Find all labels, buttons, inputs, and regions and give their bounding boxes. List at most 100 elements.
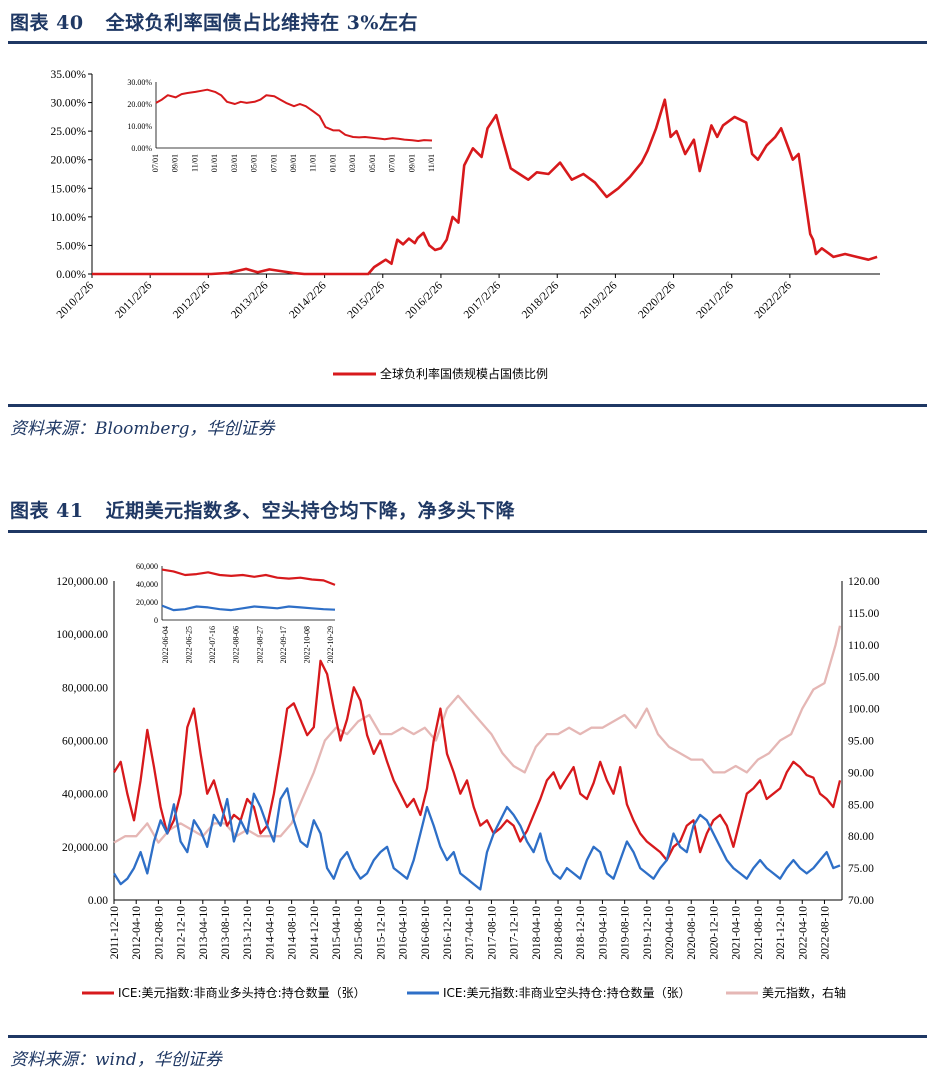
x-tick-label: 2018-12-10 <box>575 906 587 960</box>
inset-x-tick-label: 11/01 <box>427 154 436 172</box>
x-tick-label: 2016/2/26 <box>404 279 446 321</box>
chart-40: 35.00% 30.00% 25.00% 20.00% 15.00% 10.00% 5.00… <box>51 69 880 381</box>
inset-x-tick-label: 2022-06-04 <box>161 626 170 663</box>
x-tick-label: 2011/2/26 <box>113 279 154 320</box>
inset-x-tick-label: 2022-06-25 <box>185 626 194 663</box>
legend-label: ICE:美元指数:非商业空头持仓:持仓数量（张） <box>443 985 691 1000</box>
y-tick-label: 15.00% <box>51 183 87 195</box>
x-tick-label: 2013/2/26 <box>229 279 271 321</box>
figure-41-bottom-rule <box>8 1035 927 1038</box>
inset-y-tick-label: 10.00% <box>127 122 152 131</box>
right-y-tick-label: 85.00 <box>848 799 874 811</box>
figure-40-title: 图表 40 全球负利率国债占比维持在 3%左右 <box>10 8 418 35</box>
inset-x-tick-label: 03/01 <box>230 154 239 172</box>
y-tick-label: 35.00% <box>51 69 87 81</box>
inset-x-tick-label: 03/01 <box>348 154 357 172</box>
inset-series-line-1 <box>161 604 336 612</box>
x-tick-label: 2010/2/26 <box>55 279 97 321</box>
x-tick-label: 2022-08-10 <box>819 906 831 960</box>
x-tick-label: 2012-12-10 <box>176 906 188 960</box>
x-tick-label: 2018-04-10 <box>531 906 543 960</box>
inset-x-tick-label: 2022-08-27 <box>255 626 264 663</box>
x-tick-label: 2021/2/26 <box>694 279 736 321</box>
left-y-tick-label: 60,000.00 <box>62 736 108 748</box>
right-y-tick-label: 90.00 <box>848 767 874 779</box>
inset-x-tick-label: 2022-07-16 <box>208 626 217 663</box>
inset-x-tick-label: 2022-10-08 <box>302 626 311 663</box>
inset-y-tick-label: 40,000 <box>136 580 158 589</box>
y-tick-label: 20.00% <box>51 155 87 167</box>
inset-x-tick-label: 07/01 <box>388 154 397 172</box>
right-y-tick-label: 110.00 <box>848 640 879 652</box>
x-tick-label: 2020-04-10 <box>664 906 676 960</box>
x-tick-label: 2014-08-10 <box>287 906 299 960</box>
series-line-1 <box>113 787 841 891</box>
inset-y-tick-label: 60,000 <box>136 562 158 571</box>
y-tick-label: 10.00% <box>51 212 87 224</box>
right-y-tick-label: 100.00 <box>848 704 880 716</box>
inset-y-tick-label: 20,000 <box>136 598 158 607</box>
x-tick-label: 2015-04-10 <box>331 906 343 960</box>
figure-40-bottom-rule <box>8 404 927 407</box>
inset-x-tick-label: 09/01 <box>171 154 180 172</box>
inset-x-tick-label: 2022-09-17 <box>279 626 288 663</box>
inset-x-tick-label: 07/01 <box>269 154 278 172</box>
left-y-tick-label: 40,000.00 <box>62 789 108 801</box>
figure-41-label: 图表 41 <box>10 500 84 522</box>
x-tick-label: 2015/2/26 <box>345 279 387 321</box>
x-tick-label: 2013-08-10 <box>220 906 232 960</box>
inset-x-tick-label: 07/01 <box>151 154 160 172</box>
left-y-tick-label: 120,000.00 <box>56 576 108 588</box>
x-tick-label: 2014/2/26 <box>287 279 329 321</box>
inset-y-tick-label: 0.00% <box>131 144 152 153</box>
x-tick-label: 2021-08-10 <box>753 906 765 960</box>
figure-41-title: 图表 41 近期美元指数多、空头持仓均下降，净多头下降 <box>10 496 515 523</box>
x-tick-label: 2020-12-10 <box>708 906 720 960</box>
inset-x-tick-label: 01/01 <box>210 154 219 172</box>
right-y-tick-label: 75.00 <box>848 863 874 875</box>
x-tick-label: 2013-04-10 <box>198 906 210 960</box>
inset-y-tick-label: 0 <box>154 616 158 625</box>
x-tick-label: 2019-04-10 <box>597 906 609 960</box>
figure-41-title-text: 近期美元指数多、空头持仓均下降，净多头下降 <box>105 500 516 522</box>
left-y-tick-label: 0.00 <box>88 895 108 907</box>
x-tick-label: 2021-04-10 <box>731 906 743 960</box>
inset-x-tick-label: 09/01 <box>407 154 416 172</box>
x-tick-label: 2019-12-10 <box>642 906 654 960</box>
left-y-tick-label: 80,000.00 <box>62 682 108 694</box>
inset-x-tick-label: 2022-10-29 <box>326 626 335 663</box>
inset-x-tick-label: 01/01 <box>328 154 337 172</box>
x-tick-label: 2017/2/26 <box>462 279 504 321</box>
x-tick-label: 2016-12-10 <box>442 906 454 960</box>
right-y-tick-label: 80.00 <box>848 831 874 843</box>
figure-40-source: 资料来源：Bloomberg，华创证券 <box>10 419 275 439</box>
x-tick-label: 2012-04-10 <box>131 906 143 960</box>
figure-41-top-rule <box>8 530 927 533</box>
legend-label: 美元指数，右轴 <box>762 985 846 1000</box>
inset-series-line-0 <box>161 568 336 586</box>
inset-x-tick-label: 11/01 <box>190 154 199 172</box>
y-tick-label: 25.00% <box>51 126 87 138</box>
inset-x-tick-label: 11/01 <box>309 154 318 172</box>
right-y-tick-label: 95.00 <box>848 736 874 748</box>
y-tick-label: 0.00% <box>56 269 86 281</box>
figure-40-title-text: 全球负利率国债占比维持在 3%左右 <box>105 12 418 34</box>
x-tick-label: 2015-08-10 <box>353 906 365 960</box>
inset-x-tick-label: 2022-08-06 <box>232 626 241 663</box>
x-tick-label: 2018-08-10 <box>553 906 565 960</box>
x-tick-label: 2022/2/26 <box>753 279 795 321</box>
y-tick-label: 30.00% <box>51 98 87 110</box>
x-tick-label: 2014-04-10 <box>264 906 276 960</box>
inset-y-tick-label: 20.00% <box>127 100 152 109</box>
x-tick-label: 2020/2/26 <box>636 279 678 321</box>
right-y-tick-label: 115.00 <box>848 608 879 620</box>
x-tick-label: 2016-08-10 <box>420 906 432 960</box>
left-y-tick-label: 20,000.00 <box>62 842 108 854</box>
right-y-tick-label: 105.00 <box>848 672 880 684</box>
x-tick-label: 2013-12-10 <box>242 906 254 960</box>
x-tick-label: 2018/2/26 <box>520 279 562 321</box>
x-tick-label: 2020-08-10 <box>686 906 698 960</box>
inset-x-tick-label: 05/01 <box>250 154 259 172</box>
x-tick-label: 2017-12-10 <box>509 906 521 960</box>
x-tick-label: 2011-12-10 <box>109 906 121 959</box>
